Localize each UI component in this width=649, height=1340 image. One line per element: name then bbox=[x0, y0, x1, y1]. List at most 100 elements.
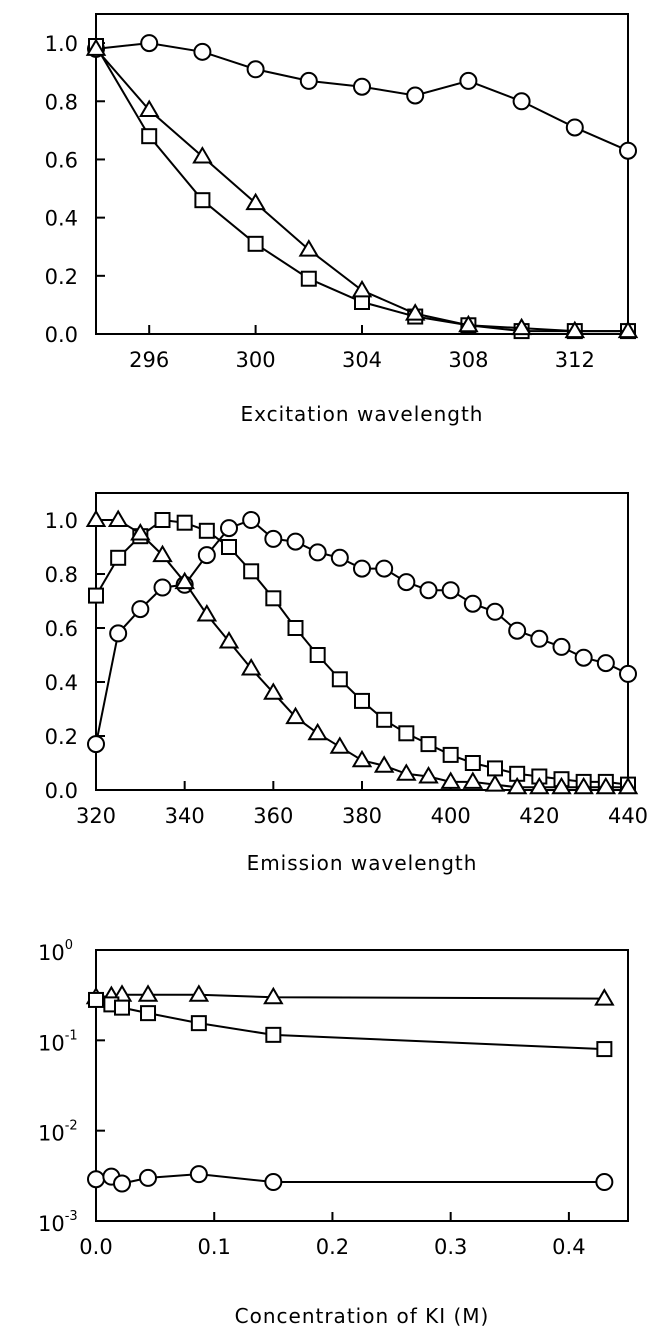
series-line-circle bbox=[95, 518, 629, 745]
x-axis-title: Emission wavelength bbox=[247, 851, 478, 875]
data-point-triangle bbox=[440, 771, 461, 789]
data-point-triangle bbox=[329, 736, 351, 754]
data-point-triangle bbox=[594, 988, 615, 1006]
x-tick-label: 380 bbox=[342, 804, 382, 828]
data-point-circle bbox=[375, 559, 394, 578]
x-tick-label: 0.4 bbox=[552, 1235, 585, 1259]
data-point-square bbox=[243, 563, 260, 580]
data-point-triangle bbox=[529, 776, 550, 795]
data-point-triangle bbox=[240, 658, 262, 676]
data-point-square bbox=[376, 711, 393, 728]
series-circle bbox=[87, 1165, 614, 1193]
data-point-triangle bbox=[188, 984, 210, 1002]
data-point-circle bbox=[189, 1165, 208, 1184]
data-point-triangle bbox=[351, 279, 373, 298]
y-tick-label: 100 bbox=[38, 938, 73, 965]
data-point-circle bbox=[552, 637, 571, 656]
data-point-circle bbox=[574, 648, 593, 667]
data-point-circle bbox=[197, 546, 216, 565]
data-point-triangle bbox=[506, 776, 528, 795]
x-tick-label: 440 bbox=[608, 804, 648, 828]
x-tick-label: 304 bbox=[342, 348, 382, 372]
x-tick-label: 340 bbox=[165, 804, 205, 828]
data-point-circle bbox=[397, 573, 416, 592]
data-point-square bbox=[596, 1041, 613, 1058]
data-point-triangle bbox=[484, 774, 506, 792]
data-point-square bbox=[265, 590, 282, 607]
data-point-triangle bbox=[396, 763, 417, 781]
data-point-circle bbox=[353, 559, 371, 578]
plot-frame bbox=[95, 949, 629, 1222]
series-triangle bbox=[85, 984, 615, 1006]
data-point-square bbox=[221, 539, 237, 555]
data-point-triangle bbox=[85, 38, 107, 56]
data-point-circle bbox=[109, 624, 128, 643]
data-point-triangle bbox=[351, 749, 373, 768]
data-point-triangle bbox=[263, 682, 284, 700]
data-point-circle bbox=[308, 543, 327, 562]
x-tick-label: 296 bbox=[129, 348, 169, 372]
data-point-triangle bbox=[152, 544, 173, 563]
data-point-circle bbox=[419, 581, 438, 600]
data-point-circle bbox=[87, 1170, 105, 1189]
data-point-circle bbox=[619, 664, 637, 683]
x-axis-title: Excitation wavelength bbox=[241, 402, 484, 426]
data-point-circle bbox=[131, 600, 150, 619]
y-tick-label: 10-3 bbox=[38, 1209, 78, 1236]
data-point-triangle bbox=[595, 776, 617, 795]
y-tick-label: 0.2 bbox=[45, 265, 78, 289]
data-point-square bbox=[442, 746, 459, 763]
series-line-circle bbox=[95, 1173, 605, 1185]
data-point-square bbox=[398, 725, 415, 742]
data-point-triangle bbox=[617, 776, 639, 795]
data-point-triangle bbox=[373, 755, 395, 773]
data-point-circle bbox=[139, 1168, 158, 1187]
data-point-circle bbox=[596, 654, 615, 673]
x-tick-label: 0.3 bbox=[434, 1235, 467, 1259]
data-point-circle bbox=[299, 71, 318, 90]
series-line-triangle bbox=[95, 993, 605, 1000]
data-point-square bbox=[141, 128, 158, 145]
data-point-circle bbox=[530, 629, 549, 648]
x-axis-title: Concentration of KI (M) bbox=[235, 1304, 490, 1328]
data-point-circle bbox=[242, 511, 261, 529]
data-point-triangle bbox=[174, 571, 195, 590]
data-point-circle bbox=[486, 602, 504, 621]
data-point-triangle bbox=[192, 146, 213, 164]
x-tick-label: 360 bbox=[253, 804, 293, 828]
data-point-circle bbox=[508, 621, 527, 640]
y-tick-label: 0.4 bbox=[45, 671, 78, 695]
y-tick-label: 0.8 bbox=[45, 90, 78, 114]
data-point-circle bbox=[264, 1173, 283, 1192]
data-point-triangle bbox=[462, 771, 484, 789]
data-point-circle bbox=[264, 529, 283, 548]
data-point-triangle bbox=[404, 303, 426, 321]
data-point-triangle bbox=[307, 722, 328, 741]
data-point-triangle bbox=[511, 317, 532, 336]
chart-panel-2: 320 340 360 380 400 420 440 0.0 0.2 0.4 0.6 0.8 1.0 E… bbox=[45, 492, 648, 875]
data-point-square bbox=[331, 671, 348, 688]
data-point-triangle bbox=[245, 192, 266, 211]
series-line-square bbox=[95, 998, 605, 1051]
data-point-square bbox=[309, 647, 326, 663]
data-point-triangle bbox=[263, 986, 284, 1005]
data-point-square bbox=[247, 235, 264, 252]
data-point-circle bbox=[353, 77, 371, 96]
data-point-square bbox=[354, 692, 370, 709]
data-point-circle bbox=[193, 42, 212, 61]
y-tick-label: 0.0 bbox=[45, 323, 78, 347]
series-triangle bbox=[85, 38, 639, 339]
data-point-square bbox=[194, 192, 211, 209]
y-tick-label: 0.8 bbox=[45, 563, 78, 587]
data-point-square bbox=[464, 755, 481, 771]
data-point-circle bbox=[406, 86, 425, 105]
data-point-triangle bbox=[137, 984, 159, 1002]
x-tick-label: 312 bbox=[555, 348, 595, 372]
data-point-circle bbox=[113, 1174, 132, 1193]
data-point-circle bbox=[463, 594, 482, 613]
data-point-triangle bbox=[285, 706, 306, 725]
y-tick-label: 0.6 bbox=[45, 148, 78, 172]
data-point-triangle bbox=[298, 239, 320, 257]
data-point-square bbox=[140, 1005, 157, 1022]
data-point-circle bbox=[246, 60, 265, 79]
